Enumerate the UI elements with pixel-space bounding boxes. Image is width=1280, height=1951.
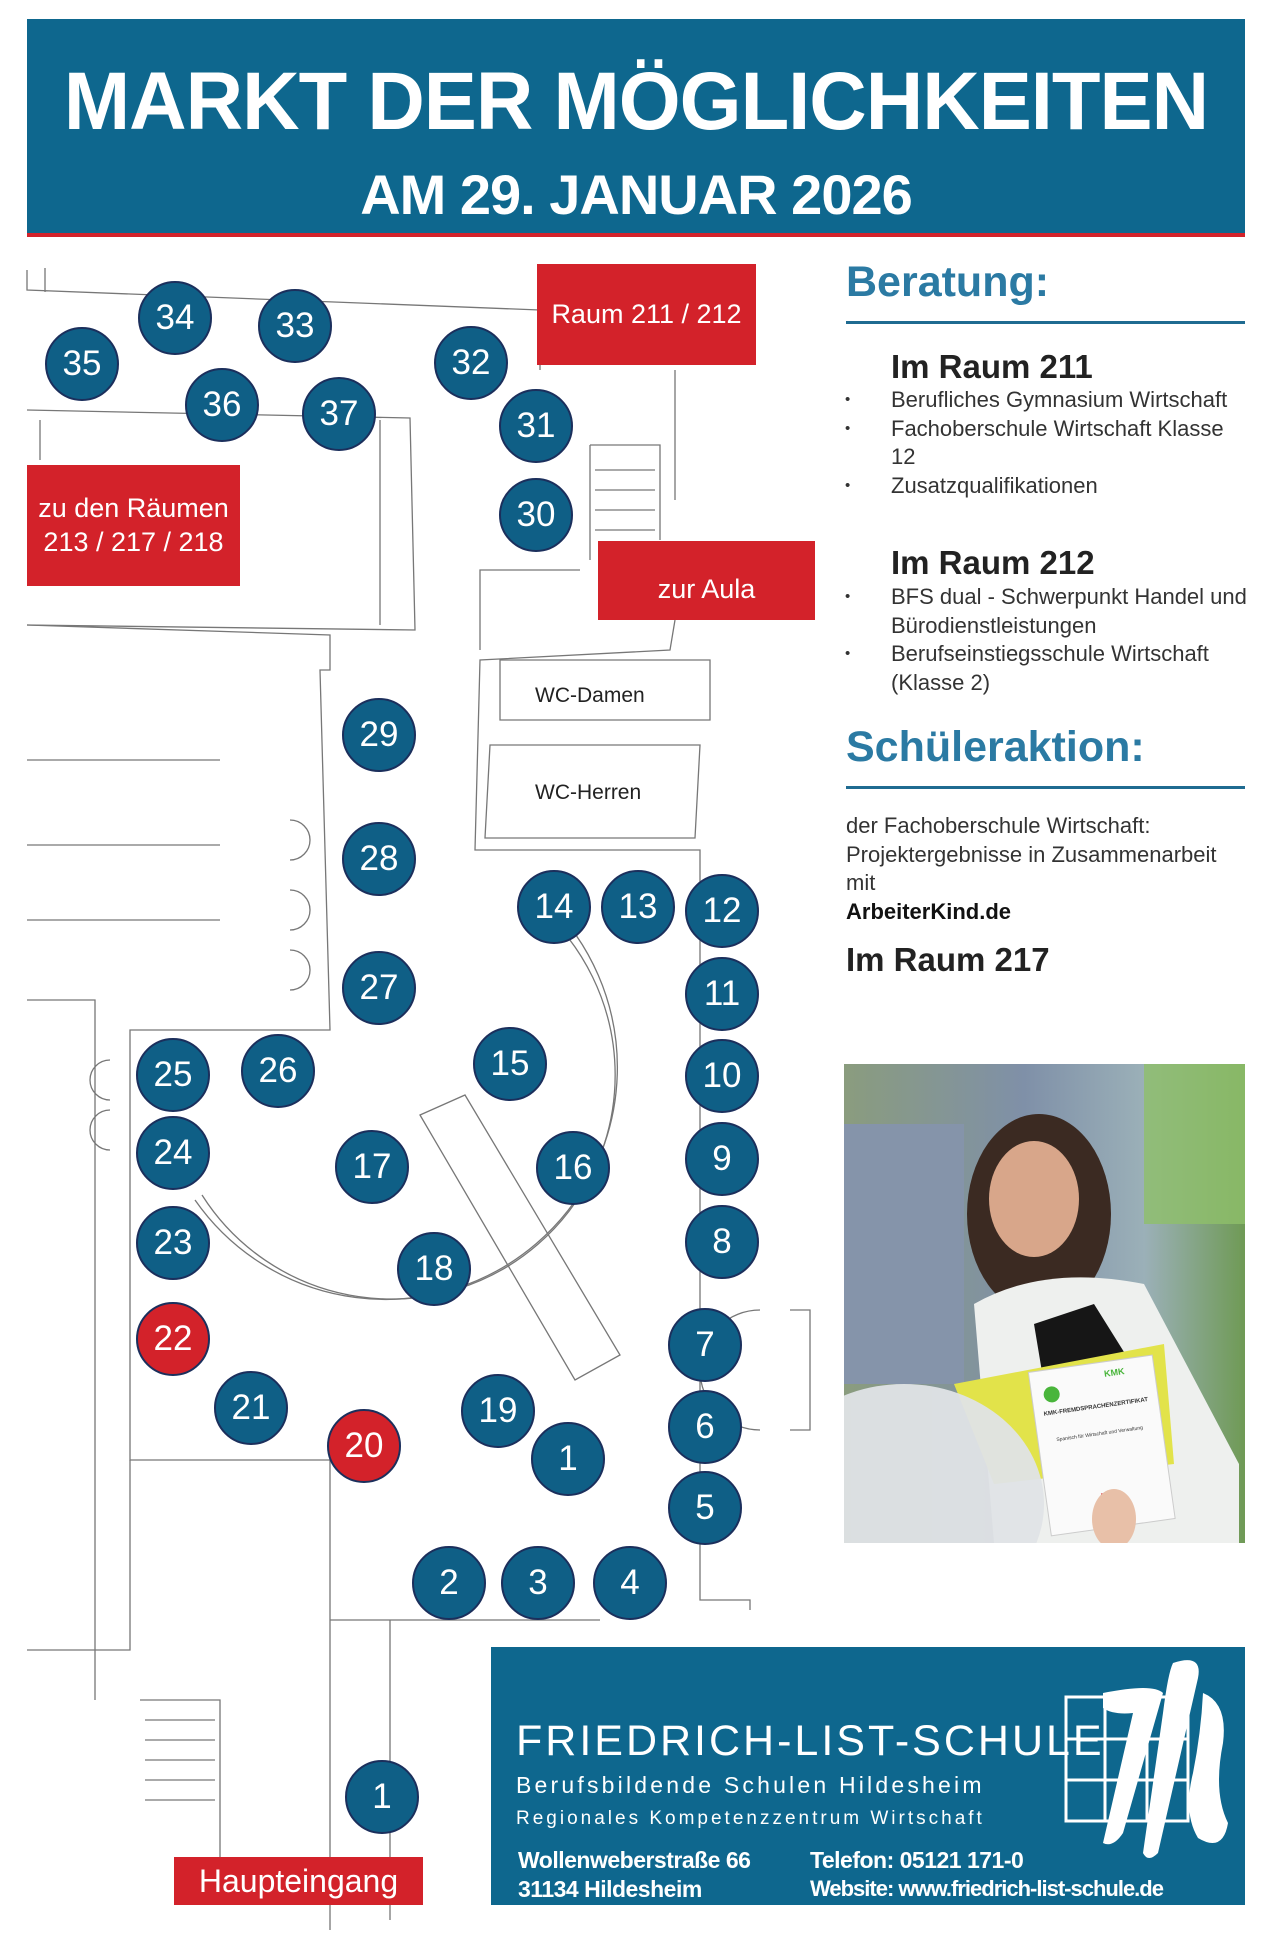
address-street: Wollenweberstraße 66 [518,1847,751,1873]
stand-marker-4: 4 [593,1546,667,1620]
stand-marker-13: 13 [601,870,675,944]
stand-marker-31: 31 [499,389,573,463]
schueleraktion-heading: Schüleraktion: [846,723,1145,771]
stand-marker-20: 20 [327,1409,401,1483]
stand-marker-34: 34 [138,281,212,355]
website-link[interactable]: Website: www.friedrich-list-schule.de [810,1876,1164,1901]
room-212-list: BFS dual - Schwerpunkt Handel und Bürodi… [845,583,1250,697]
stand-marker-35: 35 [45,327,119,401]
stand-marker-5: 5 [668,1471,742,1545]
schueleraktion-divider [846,786,1245,789]
stand-marker-1: 1 [345,1760,419,1834]
beratung-heading: Beratung: [846,258,1050,306]
stand-marker-1: 1 [531,1422,605,1496]
partner-name: ArbeiterKind.de [846,899,1012,925]
label-zu-den-raeumen-line1: zu den Räumen [38,492,229,523]
floor-plan [26,268,811,1930]
page-subtitle: AM 29. JANUAR 2026 [360,163,913,226]
stand-marker-17: 17 [335,1130,409,1204]
stand-marker-25: 25 [136,1038,210,1112]
page-title: MARKT DER MÖGLICHKEITEN [63,56,1209,147]
stand-marker-7: 7 [668,1308,742,1382]
stand-marker-21: 21 [214,1371,288,1445]
stand-marker-36: 36 [185,368,259,442]
list-item: Berufseinstiegsschule Wirtschaft (Klasse… [845,640,1250,697]
stand-marker-37: 37 [302,377,376,451]
label-wc-herren: WC-Herren [535,781,642,804]
school-footer: FRIEDRICH-LIST-SCHULE Berufsbildende Sch… [491,1647,1245,1905]
phone: Telefon: 05121 171-0 [810,1847,1024,1873]
header-banner: MARKT DER MÖGLICHKEITEN AM 29. JANUAR 20… [27,19,1245,237]
stand-marker-9: 9 [685,1122,759,1196]
label-haupteingang: Haupteingang [174,1857,423,1905]
schueleraktion-text: der Fachoberschule Wirtschaft: Projekter… [846,812,1246,927]
address-city: 31134 Hildesheim [518,1876,702,1902]
stand-marker-26: 26 [241,1034,315,1108]
label-zu-den-raeumen: zu den Räumen 213 / 217 / 218 [27,465,240,586]
stand-marker-10: 10 [685,1039,759,1113]
list-item: BFS dual - Schwerpunkt Handel und Bürodi… [845,583,1250,640]
school-logo [1064,1660,1228,1858]
stand-marker-14: 14 [517,870,591,944]
label-wc-damen: WC-Damen [535,684,645,707]
stand-marker-12: 12 [685,874,759,948]
label-zur-aula: zur Aula [598,541,815,620]
list-item: Fachoberschule Wirtschaft Klasse 12 [845,415,1245,472]
schueleraktion-room: Im Raum 217 [846,941,1050,978]
school-name: FRIEDRICH-LIST-SCHULE [516,1717,1105,1765]
stand-marker-19: 19 [461,1374,535,1448]
student-photo: KMK KMK-FREMDSPRACHENZERTIFIKAT Spanisch… [844,1064,1245,1543]
label-haupteingang-text: Haupteingang [198,1863,399,1899]
room-212-title: Im Raum 212 [891,544,1095,581]
stand-marker-30: 30 [499,478,573,552]
stand-marker-16: 16 [536,1131,610,1205]
list-item: Berufliches Gymnasium Wirtschaft [845,386,1245,415]
school-tagline: Regionales Kompetenzzentrum Wirtschaft [516,1808,985,1829]
stand-marker-23: 23 [136,1206,210,1280]
beratung-divider [846,321,1245,324]
stand-marker-29: 29 [342,698,416,772]
stand-marker-28: 28 [342,822,416,896]
list-item: Zusatzqualifikationen [845,472,1245,501]
label-zur-aula-text: zur Aula [657,573,756,604]
stand-marker-11: 11 [685,957,759,1031]
stand-marker-15: 15 [473,1027,547,1101]
stand-marker-8: 8 [685,1205,759,1279]
stand-marker-3: 3 [501,1546,575,1620]
stand-marker-6: 6 [668,1390,742,1464]
label-raum-211-212-text: Raum 211 / 212 [551,298,742,329]
room-211-list: Berufliches Gymnasium Wirtschaft Fachobe… [845,386,1245,500]
stand-marker-33: 33 [258,289,332,363]
stand-marker-2: 2 [412,1546,486,1620]
label-zu-den-raeumen-line2: 213 / 217 / 218 [43,526,224,557]
stand-marker-24: 24 [136,1116,210,1190]
certificate-logo: KMK [1103,1366,1125,1379]
label-raum-211-212: Raum 211 / 212 [537,264,756,365]
room-211-title: Im Raum 211 [891,348,1093,385]
schueleraktion-description: der Fachoberschule Wirtschaft: Projekter… [846,813,1217,896]
stand-marker-18: 18 [397,1232,471,1306]
stand-marker-32: 32 [434,326,508,400]
stand-marker-22: 22 [136,1302,210,1376]
stand-marker-27: 27 [342,951,416,1025]
school-subtitle: Berufsbildende Schulen Hildesheim [516,1772,985,1798]
